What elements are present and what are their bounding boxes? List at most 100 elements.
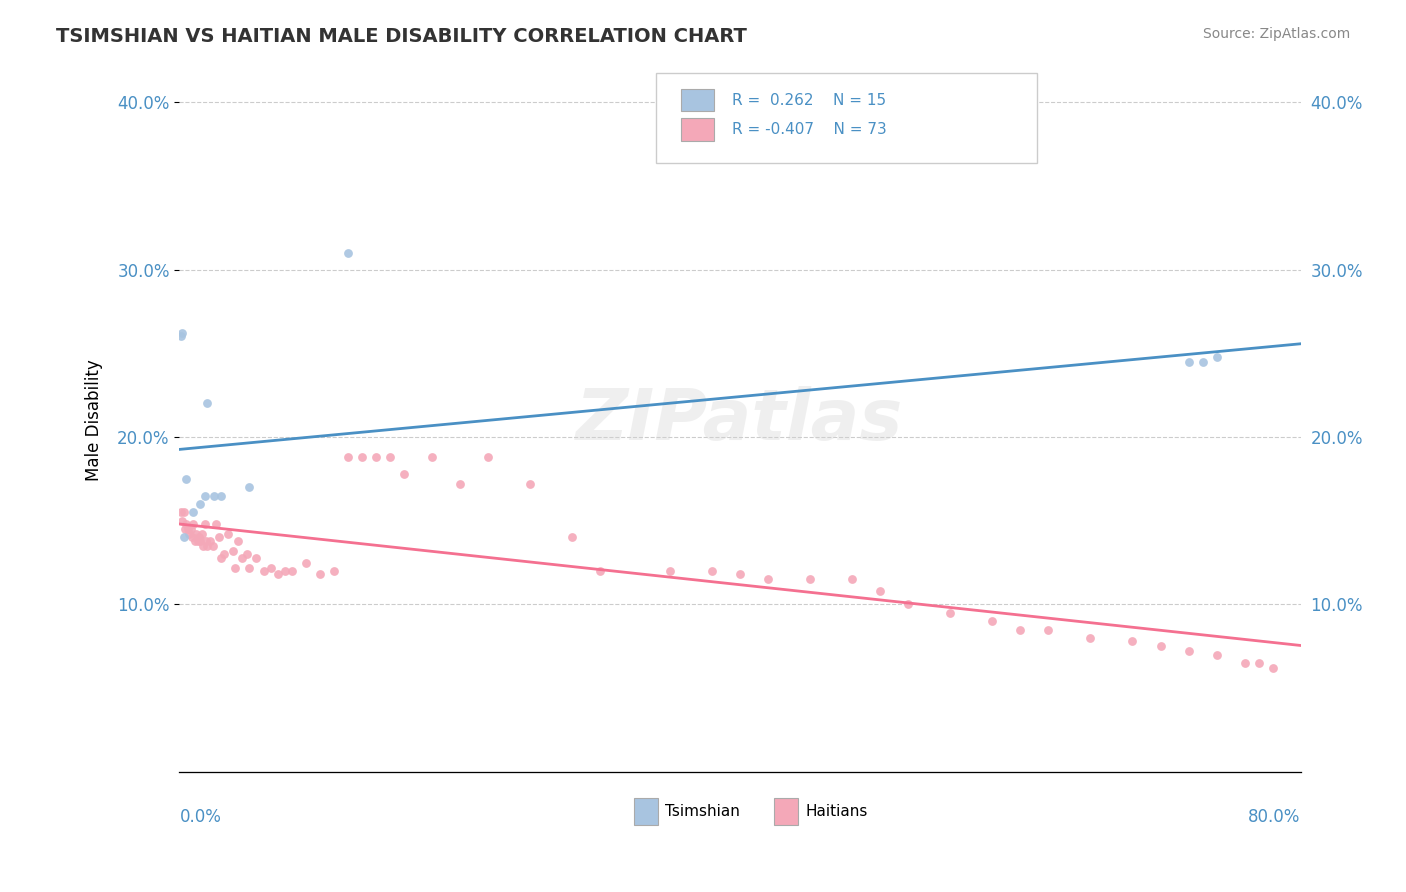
Point	[756, 573, 779, 587]
Text: 0.0%: 0.0%	[180, 807, 221, 826]
Text: R = -0.407    N = 73: R = -0.407 N = 73	[733, 122, 887, 137]
Point	[378, 450, 401, 464]
Point	[420, 450, 443, 464]
Point	[211, 489, 233, 503]
Point	[561, 531, 583, 545]
Point	[176, 517, 198, 532]
Point	[214, 547, 236, 561]
Point	[294, 556, 316, 570]
Point	[350, 450, 373, 464]
Point	[1205, 648, 1227, 662]
Text: 80.0%: 80.0%	[1249, 807, 1301, 826]
Point	[589, 564, 612, 578]
Point	[190, 533, 212, 548]
Point	[981, 614, 1004, 628]
Point	[1121, 634, 1143, 648]
Point	[179, 527, 201, 541]
FancyBboxPatch shape	[634, 798, 658, 825]
Point	[336, 245, 359, 260]
FancyBboxPatch shape	[681, 89, 714, 112]
Point	[205, 517, 228, 532]
Point	[172, 514, 194, 528]
Point	[799, 573, 821, 587]
Point	[1038, 623, 1060, 637]
Point	[176, 472, 198, 486]
Point	[170, 329, 193, 343]
Point	[221, 544, 243, 558]
Point	[226, 533, 249, 548]
Point	[322, 564, 344, 578]
Point	[392, 467, 415, 481]
Point	[449, 476, 471, 491]
Point	[336, 450, 359, 464]
Point	[197, 396, 219, 410]
Point	[187, 533, 209, 548]
Point	[224, 560, 246, 574]
Point	[658, 564, 681, 578]
Point	[1177, 354, 1199, 368]
Point	[1010, 623, 1032, 637]
Point	[728, 567, 751, 582]
Point	[181, 531, 204, 545]
Point	[191, 527, 214, 541]
Point	[177, 522, 200, 536]
Point	[238, 560, 260, 574]
Point	[200, 533, 222, 548]
Point	[1247, 656, 1270, 670]
Point	[1233, 656, 1256, 670]
Point	[1177, 644, 1199, 658]
Text: Haitians: Haitians	[806, 804, 868, 819]
Point	[1261, 661, 1284, 675]
Point	[280, 564, 302, 578]
Point	[1205, 350, 1227, 364]
Text: ZIPatlas: ZIPatlas	[576, 385, 904, 455]
Point	[869, 584, 891, 599]
Point	[195, 533, 218, 548]
Point	[184, 533, 207, 548]
Point	[183, 505, 205, 519]
Point	[180, 522, 202, 536]
Point	[194, 489, 217, 503]
Point	[193, 539, 215, 553]
Point	[308, 567, 330, 582]
FancyBboxPatch shape	[657, 73, 1038, 163]
Point	[1149, 640, 1171, 654]
Text: Source: ZipAtlas.com: Source: ZipAtlas.com	[1202, 27, 1350, 41]
Point	[238, 480, 260, 494]
Point	[173, 505, 195, 519]
Point	[1191, 354, 1213, 368]
Text: Tsimshian: Tsimshian	[665, 804, 740, 819]
Point	[1080, 631, 1102, 645]
Text: TSIMSHIAN VS HAITIAN MALE DISABILITY CORRELATION CHART: TSIMSHIAN VS HAITIAN MALE DISABILITY COR…	[56, 27, 747, 45]
Point	[519, 476, 541, 491]
Point	[190, 497, 212, 511]
FancyBboxPatch shape	[773, 798, 799, 825]
Point	[841, 573, 863, 587]
Point	[231, 550, 253, 565]
Point	[186, 527, 208, 541]
Point	[194, 517, 217, 532]
Point	[208, 531, 231, 545]
Point	[477, 450, 499, 464]
Point	[173, 531, 195, 545]
Y-axis label: Male Disability: Male Disability	[86, 359, 103, 481]
Point	[183, 517, 205, 532]
Point	[364, 450, 387, 464]
Point	[217, 527, 239, 541]
Point	[172, 326, 194, 340]
FancyBboxPatch shape	[681, 119, 714, 141]
Point	[897, 598, 920, 612]
Point	[211, 550, 233, 565]
Point	[273, 564, 295, 578]
Point	[252, 564, 274, 578]
Point	[202, 539, 225, 553]
Point	[259, 560, 281, 574]
Point	[939, 606, 962, 620]
Point	[266, 567, 288, 582]
Point	[235, 547, 257, 561]
Point	[170, 505, 193, 519]
Text: R =  0.262    N = 15: R = 0.262 N = 15	[733, 93, 886, 108]
Point	[204, 489, 226, 503]
Point	[245, 550, 267, 565]
Point	[197, 539, 219, 553]
